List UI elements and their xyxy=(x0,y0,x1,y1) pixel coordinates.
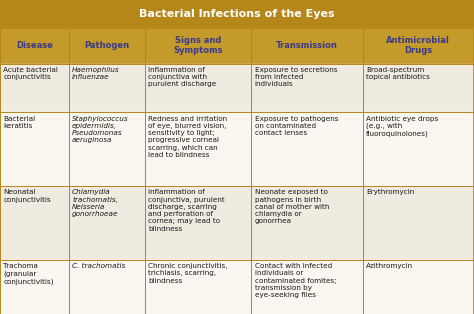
Bar xyxy=(69,260,145,314)
Text: Transmission: Transmission xyxy=(276,41,338,50)
Bar xyxy=(69,28,145,64)
Bar xyxy=(251,64,363,112)
Text: Antimicrobial
Drugs: Antimicrobial Drugs xyxy=(386,36,450,55)
Bar xyxy=(69,112,145,186)
Bar xyxy=(251,28,363,64)
Bar xyxy=(251,260,363,314)
Text: Broad-spectrum
topical antibiotics: Broad-spectrum topical antibiotics xyxy=(366,67,430,80)
Bar xyxy=(0,0,474,28)
Text: Contact with infected
individuals or
contaminated fomites;
transmission by
eye-s: Contact with infected individuals or con… xyxy=(255,263,336,298)
Text: C. trachomatis: C. trachomatis xyxy=(72,263,125,269)
Bar xyxy=(363,260,474,314)
Bar xyxy=(251,112,363,186)
Text: Antibiotic eye drops
(e.g., with
fluoroquinolones): Antibiotic eye drops (e.g., with fluoroq… xyxy=(366,116,438,137)
Bar xyxy=(145,260,251,314)
Bar xyxy=(363,112,474,186)
Bar xyxy=(363,260,474,314)
Text: Bacterial Infections of the Eyes: Bacterial Infections of the Eyes xyxy=(139,9,335,19)
Text: Neonate exposed to
pathogens in birth
canal of mother with
chlamydia or
gonorrhe: Neonate exposed to pathogens in birth ca… xyxy=(255,189,329,224)
Text: Chlamydia
trachomatis,
Neisseria
gonorrhoeae: Chlamydia trachomatis, Neisseria gonorrh… xyxy=(72,189,118,217)
Text: Acute bacterial
conjunctivitis: Acute bacterial conjunctivitis xyxy=(3,67,58,80)
Text: Exposure to secretions
from infected
individuals: Exposure to secretions from infected ind… xyxy=(255,67,337,87)
Bar xyxy=(0,28,69,64)
Bar xyxy=(0,112,69,186)
Bar xyxy=(363,28,474,64)
Bar xyxy=(145,260,251,314)
Bar xyxy=(145,28,251,64)
Text: Neonatal
conjunctivitis: Neonatal conjunctivitis xyxy=(3,189,51,203)
Text: Inflammation of
conjunctiva with
purulent discharge: Inflammation of conjunctiva with purulen… xyxy=(148,67,216,87)
Bar xyxy=(363,28,474,64)
Bar xyxy=(0,28,69,64)
Text: Azithromycin: Azithromycin xyxy=(366,263,413,269)
Bar xyxy=(145,28,251,64)
Bar xyxy=(363,64,474,112)
Text: Bacterial
keratitis: Bacterial keratitis xyxy=(3,116,36,129)
Bar xyxy=(363,186,474,260)
Bar xyxy=(0,64,69,112)
Text: Trachoma
(granular
conjunctivitis): Trachoma (granular conjunctivitis) xyxy=(3,263,54,284)
Bar xyxy=(145,186,251,260)
Bar xyxy=(363,186,474,260)
Bar xyxy=(251,260,363,314)
Bar xyxy=(0,186,69,260)
Text: Erythromycin: Erythromycin xyxy=(366,189,414,195)
Text: Pathogen: Pathogen xyxy=(84,41,129,50)
Bar xyxy=(0,260,69,314)
Bar xyxy=(0,260,69,314)
Bar xyxy=(69,64,145,112)
Text: Inflammation of
conjunctiva, purulent
discharge, scarring
and perforation of
cor: Inflammation of conjunctiva, purulent di… xyxy=(148,189,225,232)
Bar xyxy=(145,64,251,112)
Bar xyxy=(145,112,251,186)
Bar xyxy=(251,112,363,186)
Bar xyxy=(0,64,69,112)
Bar xyxy=(69,186,145,260)
Bar xyxy=(251,28,363,64)
Bar xyxy=(0,112,69,186)
Text: Haemophilus
influenzae: Haemophilus influenzae xyxy=(72,67,119,80)
Text: Disease: Disease xyxy=(16,41,53,50)
Text: Chronic conjunctivitis,
trichiasis, scarring,
blindness: Chronic conjunctivitis, trichiasis, scar… xyxy=(148,263,228,284)
Bar xyxy=(251,186,363,260)
Bar xyxy=(69,64,145,112)
Text: Exposure to pathogens
on contaminated
contact lenses: Exposure to pathogens on contaminated co… xyxy=(255,116,338,136)
Text: Staphylococcus
epidermidis,
Pseudomonas
aeruginosa: Staphylococcus epidermidis, Pseudomonas … xyxy=(72,116,128,143)
Bar xyxy=(363,64,474,112)
Bar xyxy=(0,186,69,260)
Bar xyxy=(251,64,363,112)
Text: Signs and
Symptoms: Signs and Symptoms xyxy=(173,36,223,55)
Bar xyxy=(145,64,251,112)
Bar xyxy=(69,260,145,314)
Bar xyxy=(145,186,251,260)
Bar xyxy=(145,112,251,186)
Bar xyxy=(69,28,145,64)
Bar xyxy=(363,112,474,186)
Bar xyxy=(251,186,363,260)
Text: Redness and irritation
of eye, blurred vision,
sensitivity to light;
progressive: Redness and irritation of eye, blurred v… xyxy=(148,116,227,158)
Bar xyxy=(69,186,145,260)
Bar xyxy=(69,112,145,186)
